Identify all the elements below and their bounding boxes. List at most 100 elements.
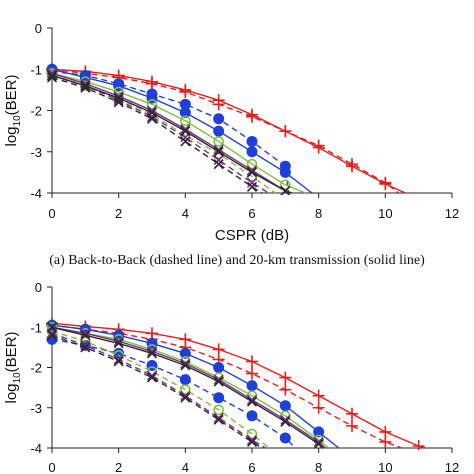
x-tick-label: 8 [315,460,322,474]
series-group [46,317,426,450]
series-line-solid [51,324,340,449]
x-axis-title: CSPR (dB) [215,227,289,244]
data-point-marker [346,158,358,171]
data-point-marker [280,416,291,427]
data-point-marker [146,99,158,110]
data-point-marker [213,125,225,137]
data-point-marker [246,428,258,440]
data-point-marker [213,159,224,170]
data-point-marker [213,154,224,166]
data-point-marker [346,419,358,432]
series-line-solid [51,326,323,449]
data-point-marker [80,82,91,93]
data-point-marker [246,181,258,192]
data-point-marker [246,167,258,178]
y-tick-label: -1 [30,62,42,77]
data-point-marker [146,88,158,100]
data-point-marker [213,376,224,387]
data-point-marker [246,135,258,147]
data-point-marker [279,160,291,172]
panel-a-chart: 0 -1 -2 -3 -4 0 2 4 6 8 10 12 log10(BER) CSPR (dB) [3,21,459,244]
data-point-marker [179,107,191,119]
x-tick-label: 0 [48,460,55,474]
data-point-marker [179,347,191,359]
data-point-marker [146,77,158,90]
y-tick-label: 0 [35,280,42,295]
data-point-marker [280,179,291,191]
data-point-marker [312,139,325,152]
data-point-marker [279,432,291,444]
data-point-marker [113,338,124,349]
y-tick-label: -3 [30,401,42,416]
data-point-marker [80,342,91,353]
data-point-marker [46,330,58,341]
data-point-marker [246,355,258,368]
data-point-marker [179,85,192,98]
data-point-marker [180,390,191,401]
data-point-marker [279,383,292,396]
data-point-marker [246,434,258,446]
data-point-marker [246,146,258,158]
data-point-marker [180,392,191,403]
series-line-dashed [51,334,263,449]
data-point-marker [379,425,392,438]
data-point-marker [246,110,258,123]
data-point-marker [279,400,291,412]
data-point-marker [213,392,225,404]
data-point-marker [212,98,225,111]
data-point-marker [146,370,158,381]
data-point-marker [379,435,392,448]
data-point-marker [113,93,124,104]
y-tick-label: -3 [30,145,42,160]
y-tick-label: -1 [30,320,42,335]
data-point-marker [180,136,191,147]
data-point-marker [279,371,292,384]
data-point-marker [280,185,291,195]
y-axis-title: log10(BER) [3,332,23,404]
data-point-marker [46,322,58,333]
data-point-marker [246,177,258,188]
data-point-marker [213,412,224,423]
y-tick-label: -4 [30,186,42,201]
series-line-dashed [51,332,266,449]
x-tick-label: 4 [182,206,189,221]
data-point-marker [180,115,191,127]
data-point-marker [412,439,425,450]
data-point-marker [213,414,224,425]
series-line-dashed [51,76,263,194]
data-point-marker [146,113,158,124]
data-point-marker [246,396,258,407]
x-tick-label: 8 [315,206,322,221]
data-point-marker [113,356,124,367]
data-point-marker [213,146,224,157]
data-point-marker [346,407,358,420]
data-point-marker [179,374,191,386]
data-point-marker [213,136,224,147]
x-tick-label: 6 [248,206,255,221]
data-point-marker [246,158,258,170]
data-point-marker [180,126,191,137]
data-point-marker [113,78,125,90]
data-point-marker [80,327,91,339]
data-point-marker [246,367,258,380]
data-point-marker [379,176,392,189]
panel-a-caption: (a) Back-to-Back (dashed line) and 20-km… [49,253,425,268]
y-tick-label: 0 [35,21,42,36]
x-tick-label: 12 [445,206,459,221]
y-tick-label: -2 [30,361,42,376]
data-point-marker [146,348,158,359]
data-point-marker [180,123,191,135]
series-line-solid [51,72,306,194]
x-tick-label: 10 [378,460,392,474]
x-tick-label: 4 [182,460,189,474]
data-point-marker [179,98,191,110]
series-line-dashed [51,338,296,449]
series-line-dashed [51,330,270,449]
y-tick-label: -4 [30,441,42,456]
x-tick-label: 12 [445,460,459,474]
series-line-solid [51,322,426,449]
data-point-marker [212,343,225,356]
data-point-marker [80,330,91,341]
series-line-solid [51,326,330,449]
